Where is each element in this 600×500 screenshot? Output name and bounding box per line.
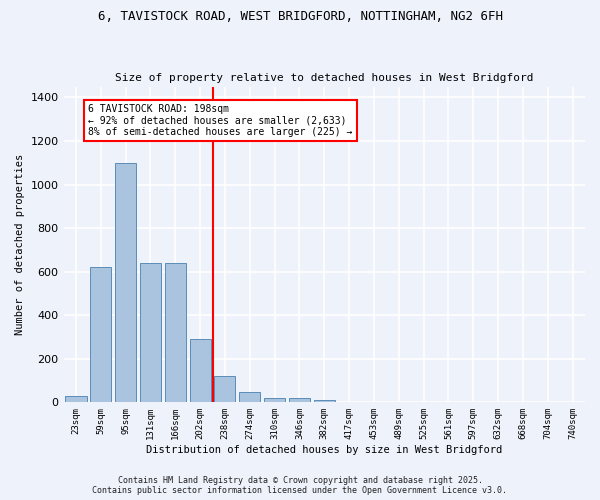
Bar	[214, 376, 235, 402]
Bar	[115, 163, 136, 402]
Bar	[264, 398, 285, 402]
Bar	[90, 267, 112, 402]
Bar	[289, 398, 310, 402]
Bar	[314, 400, 335, 402]
Bar	[65, 396, 86, 402]
Bar	[165, 264, 186, 402]
Bar	[140, 264, 161, 402]
Text: 6, TAVISTOCK ROAD, WEST BRIDGFORD, NOTTINGHAM, NG2 6FH: 6, TAVISTOCK ROAD, WEST BRIDGFORD, NOTTI…	[97, 10, 503, 23]
Y-axis label: Number of detached properties: Number of detached properties	[15, 154, 25, 335]
Text: 6 TAVISTOCK ROAD: 198sqm
← 92% of detached houses are smaller (2,633)
8% of semi: 6 TAVISTOCK ROAD: 198sqm ← 92% of detach…	[88, 104, 353, 137]
Title: Size of property relative to detached houses in West Bridgford: Size of property relative to detached ho…	[115, 73, 533, 83]
Text: Contains HM Land Registry data © Crown copyright and database right 2025.
Contai: Contains HM Land Registry data © Crown c…	[92, 476, 508, 495]
X-axis label: Distribution of detached houses by size in West Bridgford: Distribution of detached houses by size …	[146, 445, 502, 455]
Bar	[239, 392, 260, 402]
Bar	[190, 339, 211, 402]
